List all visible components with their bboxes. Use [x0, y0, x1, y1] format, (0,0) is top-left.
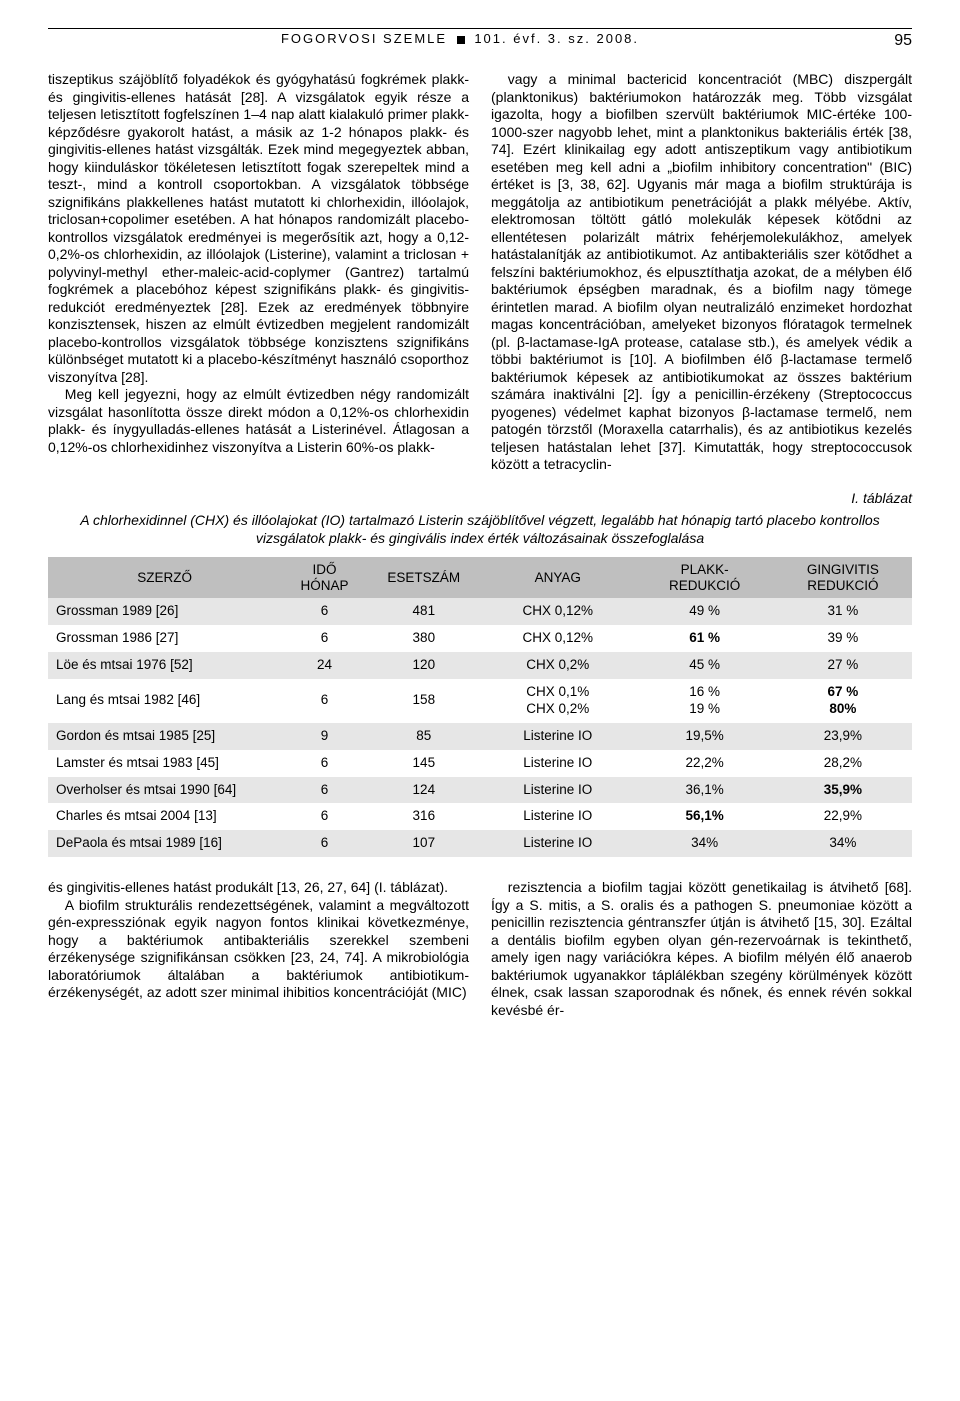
table-cell: 6 — [281, 830, 367, 857]
table-cell: 124 — [368, 777, 480, 804]
table-cell: 158 — [368, 679, 480, 723]
table-row: Löe és mtsai 1976 [52]24120CHX 0,2%45 %2… — [48, 652, 912, 679]
table-cell: 6 — [281, 803, 367, 830]
table-cell: CHX 0,12% — [480, 625, 636, 652]
table-cell: Listerine IO — [480, 803, 636, 830]
table-cell: 6 — [281, 777, 367, 804]
table-cell: 24 — [281, 652, 367, 679]
col-cases: ESETSZÁM — [368, 557, 480, 598]
table-cell: CHX 0,1%CHX 0,2% — [480, 679, 636, 723]
table-cell: 22,9% — [774, 803, 912, 830]
journal-title: FOGORVOSI SZEMLE 101. évf. 3. sz. 2008. — [48, 31, 872, 51]
table-cell: 22,2% — [635, 750, 773, 777]
studies-table: SZERZŐ IDŐHÓNAP ESETSZÁM ANYAG PLAKK-RED… — [48, 557, 912, 857]
table-cell: 49 % — [635, 598, 773, 625]
col-gingivitis: GINGIVITISREDUKCIÓ — [774, 557, 912, 598]
table-cell: 6 — [281, 625, 367, 652]
table-cell: 28,2% — [774, 750, 912, 777]
table-cell: Listerine IO — [480, 723, 636, 750]
col-author: SZERZŐ — [48, 557, 281, 598]
table-cell: 120 — [368, 652, 480, 679]
journal-name: FOGORVOSI SZEMLE — [281, 31, 447, 46]
table-cell: Grossman 1986 [27] — [48, 625, 281, 652]
table-cell: CHX 0,2% — [480, 652, 636, 679]
table-cell: Grossman 1989 [26] — [48, 598, 281, 625]
table-cell: 145 — [368, 750, 480, 777]
table-cell: 316 — [368, 803, 480, 830]
table-cell: Gordon és mtsai 1985 [25] — [48, 723, 281, 750]
table-cell: Overholser és mtsai 1990 [64] — [48, 777, 281, 804]
table-cell: 107 — [368, 830, 480, 857]
table-cell: 6 — [281, 679, 367, 723]
table-cell: 61 % — [635, 625, 773, 652]
table-cell: CHX 0,12% — [480, 598, 636, 625]
body-bottom-left-p2: A biofilm strukturális rendezettségének,… — [48, 897, 469, 1002]
table-cell: Lang és mtsai 1982 [46] — [48, 679, 281, 723]
table-cell: 34% — [774, 830, 912, 857]
table-row: Grossman 1986 [27]6380CHX 0,12%61 %39 % — [48, 625, 912, 652]
table-cell: 27 % — [774, 652, 912, 679]
table-header-row: SZERZŐ IDŐHÓNAP ESETSZÁM ANYAG PLAKK-RED… — [48, 557, 912, 598]
table-cell: 36,1% — [635, 777, 773, 804]
page-header: FOGORVOSI SZEMLE 101. évf. 3. sz. 2008. … — [48, 28, 912, 51]
table-cell: Charles és mtsai 2004 [13] — [48, 803, 281, 830]
table-label: I. táblázat — [48, 490, 912, 508]
table-cell: 6 — [281, 750, 367, 777]
table-cell: Listerine IO — [480, 830, 636, 857]
table-cell: 9 — [281, 723, 367, 750]
table-cell: 45 % — [635, 652, 773, 679]
table-cell: 34% — [635, 830, 773, 857]
table-cell: Löe és mtsai 1976 [52] — [48, 652, 281, 679]
table-cell: 481 — [368, 598, 480, 625]
page-number: 95 — [872, 31, 912, 51]
table-cell: 23,9% — [774, 723, 912, 750]
table-cell: DePaola és mtsai 1989 [16] — [48, 830, 281, 857]
table-cell: 67 %80% — [774, 679, 912, 723]
table-cell: 31 % — [774, 598, 912, 625]
table-row: Gordon és mtsai 1985 [25]985Listerine IO… — [48, 723, 912, 750]
bottom-text-columns: és gingivitis-ellenes hatást produkált [… — [48, 879, 912, 1019]
table-cell: 85 — [368, 723, 480, 750]
table-row: Charles és mtsai 2004 [13]6316Listerine … — [48, 803, 912, 830]
table-cell: Lamster és mtsai 1983 [45] — [48, 750, 281, 777]
issue-info: 101. évf. 3. sz. 2008. — [474, 31, 639, 46]
table-body: Grossman 1989 [26]6481CHX 0,12%49 %31 %G… — [48, 598, 912, 857]
col-material: ANYAG — [480, 557, 636, 598]
body-top-right: vagy a minimal bactericid koncentraciót … — [491, 71, 912, 474]
table-row: Grossman 1989 [26]6481CHX 0,12%49 %31 % — [48, 598, 912, 625]
table-cell: 56,1% — [635, 803, 773, 830]
col-time: IDŐHÓNAP — [281, 557, 367, 598]
col-plaque: PLAKK-REDUKCIÓ — [635, 557, 773, 598]
table-cell: Listerine IO — [480, 750, 636, 777]
table-row: Lamster és mtsai 1983 [45]6145Listerine … — [48, 750, 912, 777]
body-top-left-p1: tiszeptikus szájöblítő folyadékok és gyó… — [48, 71, 469, 386]
table-cell: 380 — [368, 625, 480, 652]
body-bottom-right: rezisztencia a biofilm tagjai között gen… — [491, 879, 912, 1019]
top-text-columns: tiszeptikus szájöblítő folyadékok és gyó… — [48, 71, 912, 474]
table-cell: Listerine IO — [480, 777, 636, 804]
table-row: DePaola és mtsai 1989 [16]6107Listerine … — [48, 830, 912, 857]
table-cell: 19,5% — [635, 723, 773, 750]
body-bottom-left-p1: és gingivitis-ellenes hatást produkált [… — [48, 879, 469, 897]
table-row: Overholser és mtsai 1990 [64]6124Listeri… — [48, 777, 912, 804]
table-caption: A chlorhexidinnel (CHX) és illóolajokat … — [48, 511, 912, 547]
table-cell: 35,9% — [774, 777, 912, 804]
square-icon — [457, 36, 465, 44]
table-cell: 16 %19 % — [635, 679, 773, 723]
table-cell: 6 — [281, 598, 367, 625]
table-row: Lang és mtsai 1982 [46]6158CHX 0,1%CHX 0… — [48, 679, 912, 723]
body-top-left-p2: Meg kell jegyezni, hogy az elmúlt évtize… — [48, 386, 469, 456]
table-cell: 39 % — [774, 625, 912, 652]
